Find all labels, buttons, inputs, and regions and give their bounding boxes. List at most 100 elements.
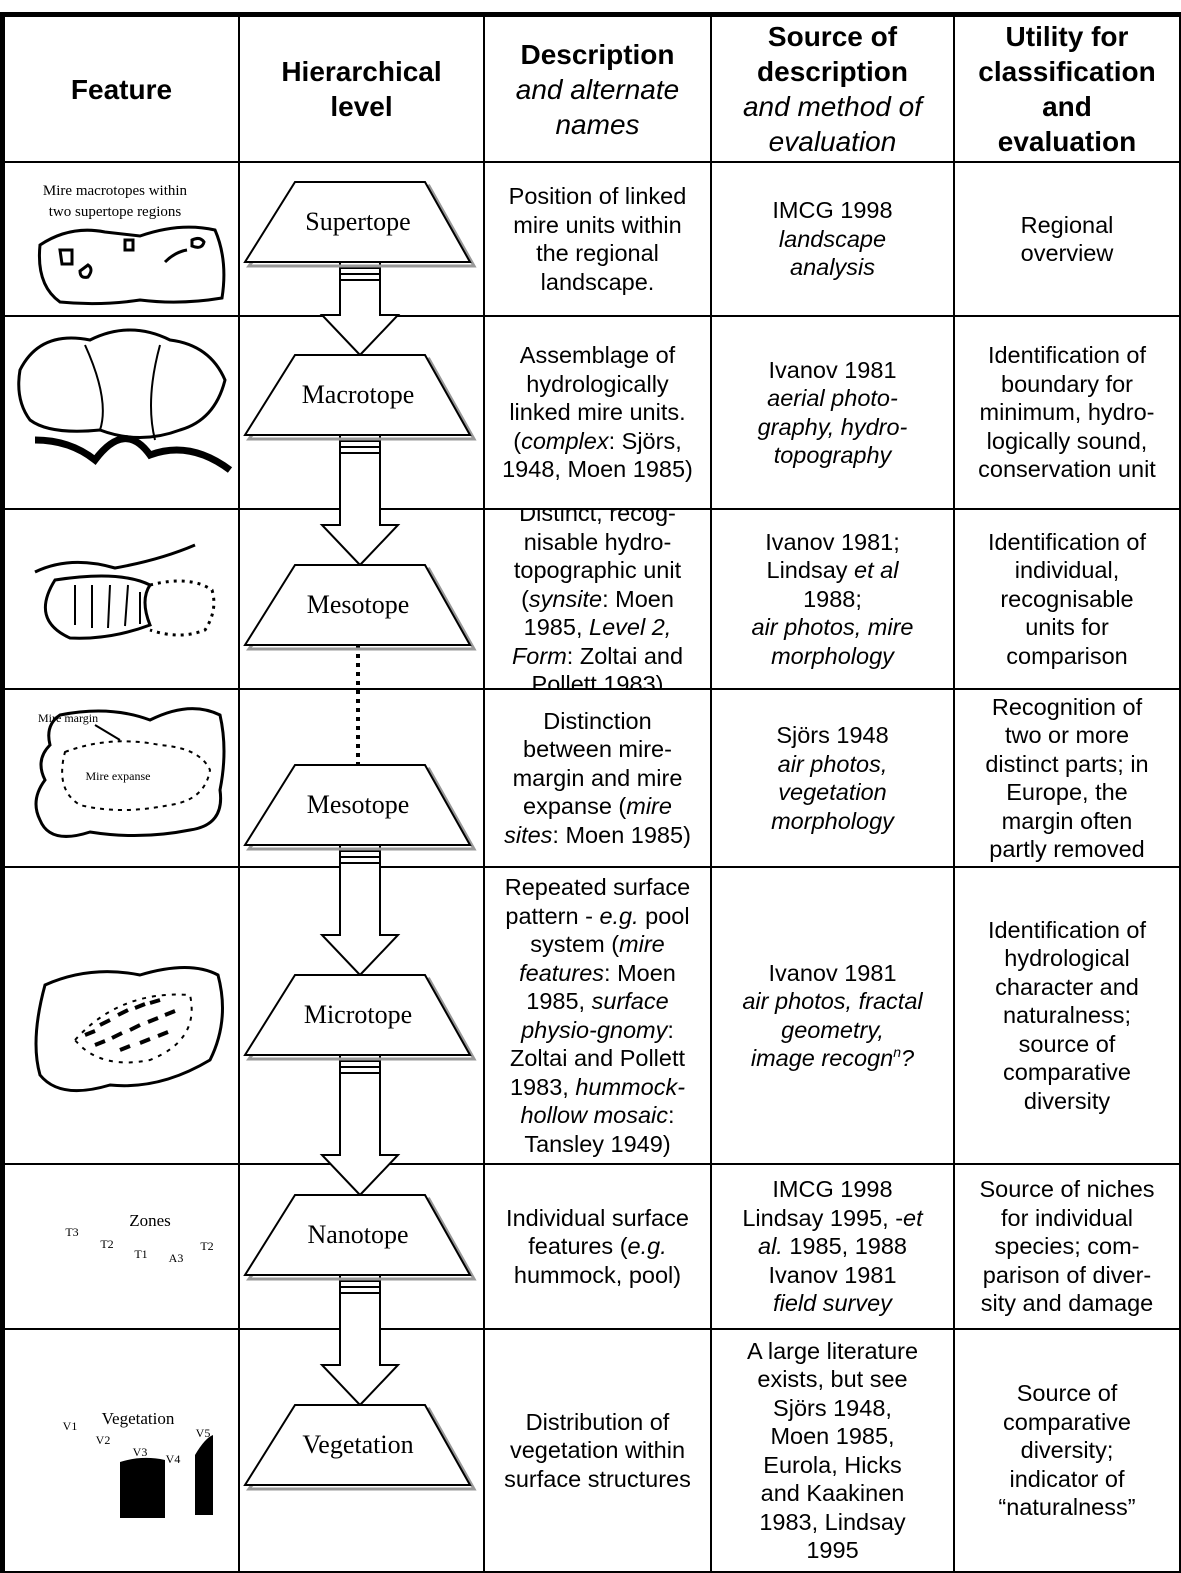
- cell: Ivanov 1981 aerial photo-graphy, hydro-to…: [712, 317, 955, 510]
- cell: Utility for classification and evaluation: [955, 17, 1181, 163]
- line: exists, but see: [757, 1365, 907, 1394]
- line: Identification of: [988, 341, 1146, 370]
- line: conservation unit: [978, 455, 1156, 484]
- feature-cell: [5, 317, 240, 510]
- line: Eurola, Hicks: [763, 1451, 901, 1480]
- text: : Moen 1985): [552, 821, 691, 848]
- italic-text: landscape: [778, 225, 887, 252]
- line: Ivanov 1981;: [765, 528, 900, 557]
- line: diversity;: [1021, 1436, 1114, 1465]
- line: Hierarchical: [281, 54, 441, 89]
- text: IMCG 1998: [772, 197, 893, 224]
- text: : Sjörs,: [608, 427, 682, 454]
- line: features (e.g.: [528, 1232, 666, 1261]
- cell: Identification of individual, recognisable…: [955, 510, 1181, 690]
- text: partly removed: [989, 836, 1145, 862]
- text: Hierarchical: [281, 56, 442, 87]
- text: Tansley 1949): [524, 1130, 671, 1157]
- arrow: [319, 1072, 401, 1197]
- text: hydrological: [1004, 945, 1130, 972]
- line: sites: Moen 1985): [504, 821, 691, 850]
- text: vegetation within: [509, 1437, 686, 1464]
- line: nisable hydro-: [524, 528, 672, 557]
- text: Sjörs 1948,: [773, 1394, 892, 1421]
- line: system (mire: [530, 930, 664, 959]
- italic-text: physio-gnomy: [521, 1016, 668, 1043]
- line: 1983, hummock-: [510, 1073, 685, 1102]
- text: landscape.: [540, 268, 655, 295]
- trapezoid: [243, 1194, 472, 1276]
- line: morphology: [771, 807, 894, 836]
- level-label: Macrotope: [302, 380, 415, 409]
- text: margin often: [1001, 807, 1133, 834]
- text: Ivanov 1981: [768, 356, 897, 383]
- line: Position of linked: [509, 182, 687, 211]
- italic-text: image recogn: [750, 1045, 894, 1071]
- line: Distribution of: [526, 1408, 670, 1437]
- text: Sjörs 1948: [776, 722, 889, 748]
- text: indicator of: [1009, 1465, 1125, 1492]
- italic-text: air photos, mire: [751, 614, 914, 641]
- line: vegetation: [778, 778, 886, 807]
- superscript: n: [893, 1044, 902, 1061]
- italic-text: e.g.: [627, 1233, 667, 1260]
- italic-text: hollow mosaic: [520, 1102, 669, 1128]
- italic-text: aerial photo-: [767, 385, 898, 411]
- line: Ivanov 1981: [768, 356, 896, 385]
- level-cell: [240, 1330, 485, 1573]
- line: boundary for: [1001, 370, 1133, 399]
- line: classification: [978, 54, 1155, 89]
- line: morphology: [771, 642, 894, 671]
- trapezoid: [243, 764, 472, 846]
- text: 1983, Lindsay: [759, 1508, 906, 1535]
- italic-text: e.g.: [599, 902, 639, 929]
- cell: Assemblage of hydrologically linked mire u…: [485, 317, 712, 510]
- cell: Source of comparative diversity; indicator …: [955, 1330, 1181, 1573]
- line: 1983, Lindsay: [759, 1508, 905, 1537]
- text: hummock, pool): [513, 1261, 682, 1288]
- line: Repeated surface: [505, 873, 691, 902]
- text: source of: [1018, 1030, 1116, 1057]
- italic-text: graphy, hydro-: [757, 413, 908, 440]
- line: Ivanov 1981: [768, 959, 896, 988]
- trapezoid: [243, 354, 472, 436]
- sketch-label: Mire macrotopes within: [43, 183, 188, 199]
- italic-text: ?: [901, 1045, 915, 1071]
- italic-text: air photos,: [777, 750, 888, 777]
- text: classification: [978, 56, 1156, 87]
- text: comparative: [1003, 1059, 1131, 1086]
- line: comparison: [1006, 642, 1127, 671]
- text: Pollett 1983): [531, 671, 664, 690]
- text: 1985,: [523, 614, 590, 641]
- sketch-label: T1: [134, 1247, 147, 1261]
- italic-text: et al: [854, 557, 899, 584]
- text: Ivanov 1981: [768, 1261, 897, 1288]
- line: naturalness;: [1003, 1001, 1131, 1030]
- level-label: Vegetation: [302, 1430, 413, 1459]
- italic-text: Level 2,: [589, 614, 672, 641]
- line: comparative: [1003, 1058, 1131, 1087]
- cell: Source of niches for individual species; c…: [955, 1165, 1181, 1330]
- text: “naturalness”: [998, 1494, 1136, 1521]
- level-label: Mesotope: [307, 790, 410, 819]
- line: IMCG 1998: [772, 1175, 892, 1204]
- sketch-label: V5: [196, 1426, 211, 1440]
- sketch-label: two supertope regions: [49, 204, 182, 220]
- text: Utility for: [1005, 21, 1129, 52]
- level-label: Supertope: [305, 207, 410, 236]
- italic-text: and method of: [742, 91, 923, 122]
- feature-cell: [5, 690, 240, 868]
- sketches: [17, 225, 233, 1093]
- italic-text: complex: [521, 427, 609, 454]
- trapezoid: [243, 181, 472, 263]
- line: individual,: [1015, 556, 1120, 585]
- line: Feature: [71, 72, 172, 107]
- text: recognisable: [1000, 585, 1134, 612]
- text: and Kaakinen: [760, 1480, 905, 1506]
- sketch-label: Mire margin: [38, 711, 98, 725]
- text: Feature: [70, 73, 173, 105]
- feature-cell: [5, 868, 240, 1165]
- text: description: [757, 56, 908, 87]
- italic-text: vegetation: [778, 779, 887, 805]
